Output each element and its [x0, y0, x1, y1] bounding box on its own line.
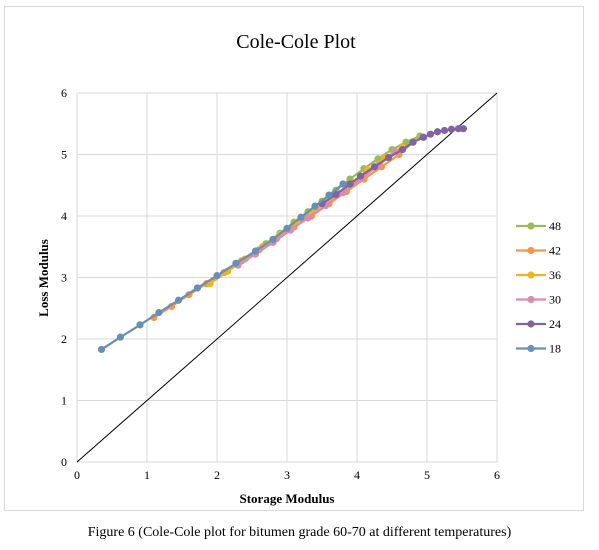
data-point: [193, 284, 201, 292]
x-tick-label: 3: [284, 468, 290, 482]
legend-item: 30: [516, 293, 561, 307]
legend: 48 42 36 30 24 18: [516, 219, 561, 356]
legend-label: 24: [549, 317, 561, 331]
data-point: [283, 224, 291, 232]
series-line: [237, 150, 397, 267]
x-tick-label: 1: [144, 468, 150, 482]
x-tick-label: 5: [424, 468, 430, 482]
data-point: [213, 272, 221, 280]
series-group: [97, 125, 467, 354]
y-tick-label: 5: [61, 148, 67, 162]
data-point: [409, 138, 417, 146]
legend-label: 36: [549, 268, 561, 282]
data-point: [174, 296, 183, 304]
data-point: [136, 321, 144, 329]
data-point: [232, 259, 240, 267]
chart-svg: Cole-Cole Plot 0 1 2 3 4 5 6 0 1 2 3 4 5 6 Storage Mo…: [36, 31, 561, 506]
figure-caption: Figure 6 (Cole-Cole plot for bitumen gra…: [87, 525, 512, 540]
legend-label: 30: [549, 293, 561, 307]
tick-labels: 0 1 2 3 4 5 6 0 1 2 3 4 5 6: [61, 86, 500, 482]
legend-marker: [527, 246, 535, 255]
data-point: [269, 235, 277, 243]
x-axis-title: Storage Modulus: [240, 491, 335, 506]
legend-item: 18: [516, 342, 561, 356]
data-point: [97, 345, 106, 354]
data-point: [251, 247, 260, 255]
chart-title: Cole-Cole Plot: [236, 31, 356, 53]
series-24: [318, 125, 467, 208]
legend-marker: [527, 271, 535, 279]
data-point: [426, 130, 435, 138]
data-point: [304, 214, 312, 222]
legend-item: 24: [516, 317, 561, 331]
data-point: [459, 125, 467, 133]
data-point: [440, 126, 449, 135]
x-tick-label: 2: [214, 468, 220, 482]
data-point: [346, 180, 354, 188]
legend-item: 48: [516, 219, 561, 233]
legend-marker: [527, 295, 535, 304]
y-tick-label: 1: [61, 394, 67, 408]
reference-line: [76, 92, 498, 463]
data-point: [311, 202, 319, 210]
data-point: [433, 128, 442, 136]
data-point: [116, 333, 124, 341]
legend-marker: [527, 222, 535, 230]
data-point: [370, 163, 379, 171]
data-point: [155, 308, 163, 317]
data-point: [325, 191, 333, 199]
data-point: [398, 145, 407, 154]
legend-item: 36: [516, 268, 561, 282]
legend-label: 42: [549, 244, 561, 258]
legend-item: 42: [516, 244, 561, 258]
data-point: [384, 153, 393, 162]
x-tick-label: 6: [494, 468, 500, 482]
legend-marker: [527, 320, 535, 328]
x-tick-label: 4: [354, 468, 360, 482]
y-tick-label: 6: [61, 86, 67, 100]
data-point: [297, 213, 305, 221]
data-point: [332, 190, 340, 199]
y-tick-label: 0: [61, 455, 67, 469]
y-tick-label: 3: [61, 271, 67, 285]
y-tick-label: 2: [61, 332, 67, 346]
chart-area: [4, 6, 584, 511]
legend-label: 18: [549, 342, 561, 356]
data-point: [346, 175, 354, 183]
data-point: [419, 133, 428, 141]
x-tick-label: 0: [74, 468, 80, 482]
series-18: [97, 180, 347, 354]
legend-marker: [527, 344, 535, 353]
legend-label: 48: [549, 219, 561, 233]
y-axis-title: Loss Modulus: [36, 239, 51, 317]
y-tick-label: 4: [61, 209, 67, 223]
data-point: [356, 172, 365, 180]
data-point: [447, 125, 456, 133]
reference-line-group: [76, 92, 498, 463]
data-point: [339, 180, 347, 188]
